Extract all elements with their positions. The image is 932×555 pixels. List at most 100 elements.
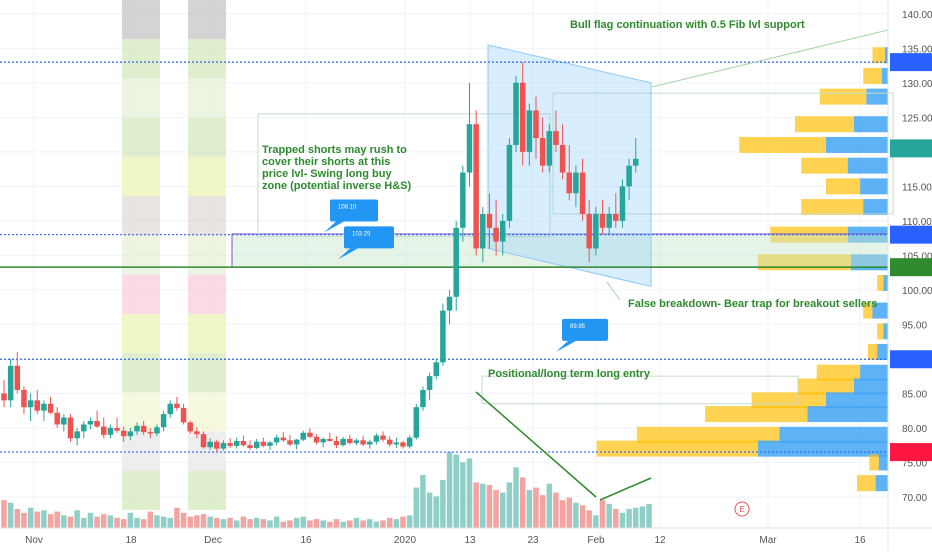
volume-bar-43 xyxy=(287,520,293,528)
candle-body-37 xyxy=(247,445,253,448)
volume-bar-20 xyxy=(134,517,140,528)
volume-bar-14 xyxy=(94,516,100,528)
y-tick-label-6: 100.00 xyxy=(902,286,932,297)
x-tick-label-5: 13 xyxy=(464,535,476,546)
candle-42 xyxy=(280,432,287,442)
candle-30 xyxy=(200,431,207,449)
annotation-trapped-line-2: price lvl- Swing long buy xyxy=(262,168,392,180)
volume-bar-9 xyxy=(61,515,67,528)
candle-body-54 xyxy=(360,440,366,445)
candle-31 xyxy=(207,438,213,451)
fib-band-0-5 xyxy=(122,196,160,236)
candle-85 xyxy=(566,144,572,201)
candle-6 xyxy=(41,400,47,422)
volume-bar-90 xyxy=(599,500,606,528)
profile-down-13 xyxy=(877,344,888,360)
price-badge-2 xyxy=(890,258,932,277)
candle-75 xyxy=(500,213,506,256)
candle-body-87 xyxy=(579,172,586,214)
annotation-trapped-line-1: cover their shorts at this xyxy=(262,156,390,168)
volume-bar-86 xyxy=(573,502,579,528)
candle-body-67 xyxy=(446,296,453,311)
volume-bar-55 xyxy=(367,519,373,528)
candle-54 xyxy=(360,435,366,446)
candle-63 xyxy=(420,386,426,411)
candle-84 xyxy=(559,124,566,180)
candle-40 xyxy=(267,441,273,451)
candle-body-94 xyxy=(626,165,632,187)
candle-29 xyxy=(194,427,200,439)
candle-25 xyxy=(167,400,173,418)
candle-48 xyxy=(320,437,326,448)
candle-body-15 xyxy=(101,426,107,435)
volume-bar-42 xyxy=(280,521,287,528)
connector-1 xyxy=(651,29,889,88)
candle-body-60 xyxy=(400,442,406,447)
candle-body-74 xyxy=(493,227,499,242)
volume-bar-25 xyxy=(167,517,173,528)
candle-body-63 xyxy=(420,389,426,408)
connector-2 xyxy=(606,281,621,301)
fib-band-1-0 xyxy=(188,0,226,40)
volume-bar-69 xyxy=(460,462,466,528)
candle-body-81 xyxy=(539,138,546,166)
candle-28 xyxy=(187,421,193,434)
candle-body-86 xyxy=(573,172,579,194)
candle-body-82 xyxy=(546,131,553,166)
y-tick-label-13: 135.00 xyxy=(902,44,932,55)
candle-body-84 xyxy=(559,144,566,173)
fib-band-1-5 xyxy=(188,196,226,236)
x-tick-label-9: Mar xyxy=(759,535,777,546)
fib-band-1-9 xyxy=(188,353,226,393)
candle-21 xyxy=(140,421,147,435)
candle-53 xyxy=(353,438,360,446)
y-tick-label-7: 105.00 xyxy=(902,251,932,262)
profile-up-2 xyxy=(819,88,867,105)
volume-bar-89 xyxy=(593,515,599,528)
candle-body-56 xyxy=(373,435,380,442)
candle-body-0 xyxy=(1,393,7,401)
profile-up-13 xyxy=(867,344,878,360)
y-tick-label-12: 130.00 xyxy=(902,79,932,90)
candle-41 xyxy=(273,434,280,446)
fib-band-1-6 xyxy=(188,235,226,275)
candle-body-5 xyxy=(34,400,40,411)
candle-23 xyxy=(154,424,160,437)
volume-bar-54 xyxy=(360,520,366,528)
candle-body-93 xyxy=(619,186,626,221)
candle-67 xyxy=(446,289,453,325)
profile-up-3 xyxy=(795,116,854,133)
fib-band-0-8 xyxy=(122,313,160,354)
fib-band-1-8 xyxy=(188,313,226,354)
fib-band-1-2 xyxy=(188,78,226,118)
volume-bar-95 xyxy=(633,507,639,528)
candle-body-19 xyxy=(127,431,134,437)
fib-band-1-11 xyxy=(188,431,226,471)
profile-down-7 xyxy=(863,199,888,216)
candle-64 xyxy=(426,372,433,401)
volume-bar-74 xyxy=(493,490,499,528)
volume-bar-85 xyxy=(566,497,572,528)
profile-up-11 xyxy=(863,302,873,319)
candle-body-9 xyxy=(61,417,67,425)
fib-band-0-10 xyxy=(122,392,160,432)
volume-bar-50 xyxy=(333,519,340,528)
candle-body-33 xyxy=(220,443,227,449)
volume-bar-94 xyxy=(626,509,632,528)
profile-down-19 xyxy=(757,440,888,457)
candle-12 xyxy=(81,421,87,439)
candle-body-3 xyxy=(21,389,27,408)
candle-body-61 xyxy=(406,437,413,447)
candle-body-41 xyxy=(273,437,280,443)
x-tick-label-6: 23 xyxy=(527,535,539,546)
profile-up-20 xyxy=(869,454,879,471)
y-tick-label-0: 70.00 xyxy=(902,493,927,504)
annotation-trapped-line-3: zone (potential inverse H&S) xyxy=(262,180,411,192)
volume-bar-6 xyxy=(41,510,47,528)
profile-down-1 xyxy=(881,67,888,84)
y-tick-label-3: 85.00 xyxy=(902,389,927,400)
candle-32 xyxy=(214,439,220,453)
candle-88 xyxy=(586,200,592,263)
profile-down-11 xyxy=(872,302,888,319)
